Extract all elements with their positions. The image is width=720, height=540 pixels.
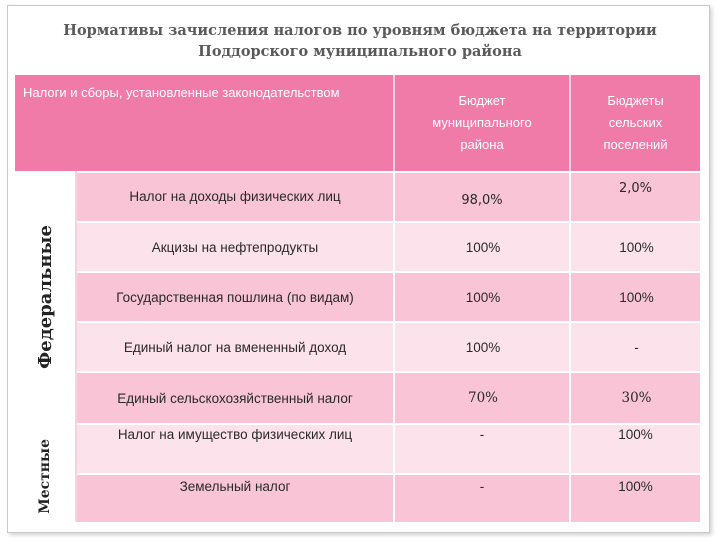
tax-table: Налоги и сборы, установленные законодате… [15, 75, 700, 522]
row-settlement-value: 2,0% [569, 173, 700, 221]
row-tax-name: Акцизы на нефтепродукты [151, 239, 319, 255]
table-row: Налог на имущество физических лиц - 100% [77, 423, 700, 473]
row-district-value: - [393, 425, 569, 473]
row-tax-name: Земельный налог [179, 479, 291, 494]
row-district-value: 98,0% [393, 173, 569, 221]
header-taxes: Налоги и сборы, установленные законодате… [15, 75, 393, 171]
header-settlement-budgets: Бюджеты сельских поселений [569, 75, 700, 171]
row-tax-name: Государственная пошлина (по видам) [116, 289, 354, 305]
row-settlement-value: - [569, 323, 702, 371]
group-local: Местные [15, 423, 77, 522]
header-district-line-2: муниципального [432, 115, 532, 130]
page-title: Нормативы зачисления налогов по уровням … [40, 20, 680, 62]
header-district-line-3: района [460, 137, 504, 152]
row-district-value: 100% [393, 273, 571, 321]
row-tax-name: Единый сельскохозяйственный налог [117, 390, 353, 406]
group-federal-label: Федеральные [34, 225, 56, 369]
header-district-line-1: Бюджет [458, 93, 506, 108]
group-federal: Федеральные [15, 171, 77, 423]
title-line-1: Нормативы зачисления налогов по уровням … [63, 22, 657, 39]
row-settlement-value: 100% [569, 273, 702, 321]
row-district-value: 70% [393, 373, 571, 423]
row-district-value: - [393, 475, 569, 522]
table-row: Государственная пошлина (по видам) 100% … [77, 271, 700, 321]
table-row: Земельный налог - 100% [77, 473, 700, 522]
header-district-budget: Бюджет муниципального района [393, 75, 569, 171]
table-row: Единый сельскохозяйственный налог 70% 30… [77, 371, 700, 423]
group-local-label: Местные [37, 439, 53, 514]
table-row: Налог на доходы физических лиц 98,0% 2,0… [77, 171, 700, 221]
table-row: Акцизы на нефтепродукты 100% 100% [77, 221, 700, 271]
title-line-2: Поддорского муниципального района [198, 43, 522, 60]
row-district-value: 100% [393, 223, 571, 271]
row-settlement-value: 100% [569, 475, 700, 522]
row-settlement-value: 30% [569, 373, 702, 423]
row-settlement-value: 100% [569, 425, 700, 473]
row-tax-name: Налог на доходы физических лиц [129, 189, 341, 204]
header-settlement-line-3: поселений [603, 137, 668, 152]
table-row: Единый налог на вмененный доход 100% - [77, 321, 700, 371]
row-tax-name: Налог на имущество физических лиц [117, 427, 353, 442]
row-district-value: 100% [393, 323, 571, 371]
header-settlement-line-1: Бюджеты [607, 93, 664, 108]
row-settlement-value: 100% [569, 223, 702, 271]
header-settlement-line-2: сельских [608, 115, 663, 130]
row-tax-name: Единый налог на вмененный доход [123, 339, 347, 355]
